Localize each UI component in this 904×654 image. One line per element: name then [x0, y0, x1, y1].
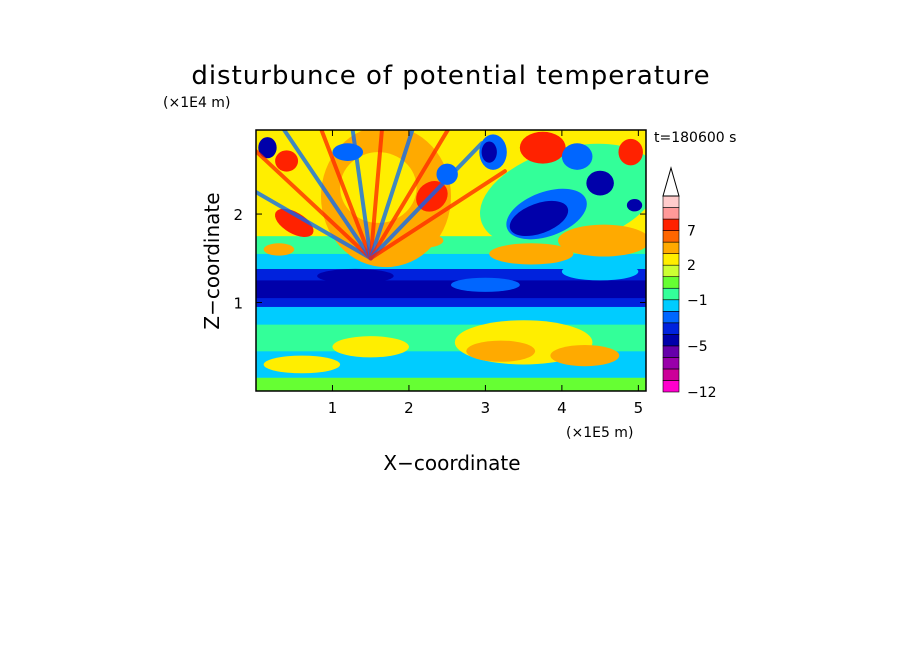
- wave-streak: [256, 189, 373, 261]
- contour-blob: [558, 224, 646, 257]
- colorbar-segment: [662, 310, 680, 324]
- colorbar: 7 2 −1 −5 −12: [662, 166, 717, 401]
- contour-blob: [466, 340, 536, 362]
- colorbar-segment: [662, 334, 680, 347]
- wave-streak: [368, 169, 507, 261]
- contour-blob: [258, 137, 277, 159]
- contour-blob: [275, 150, 299, 172]
- colorbar-segment: [662, 380, 680, 393]
- contour-blob: [317, 268, 394, 284]
- contour-blob: [586, 170, 614, 196]
- colorbar-segment: [662, 276, 680, 289]
- contour-blob: [519, 131, 566, 164]
- contour-field: [256, 130, 646, 391]
- colorbar-segment: [662, 195, 680, 208]
- x-tick-label: 2: [404, 399, 414, 417]
- contour-blob: [561, 143, 593, 170]
- contour-blob: [626, 199, 643, 212]
- plot-frame: [255, 129, 647, 392]
- contour-band: [256, 377, 646, 391]
- contour-band: [256, 302, 646, 325]
- wave-streak: [368, 130, 384, 261]
- contour-blob: [561, 262, 639, 281]
- colorbar-segment: [662, 253, 680, 266]
- colorbar-segment: [662, 357, 680, 370]
- colorbar-segment: [662, 368, 680, 381]
- contour-blob: [489, 243, 574, 265]
- wave-streak: [368, 130, 451, 261]
- contour-blob: [274, 208, 314, 238]
- colorbar-segment: [662, 241, 680, 254]
- x-tick-label: 5: [634, 399, 644, 417]
- wave-streak: [350, 130, 373, 261]
- y-axis-label: Z−coordinate: [200, 192, 224, 329]
- colorbar-label: −12: [687, 385, 717, 401]
- y-axis: 12: [233, 206, 646, 313]
- x-tick-label: 3: [481, 399, 491, 417]
- y-tick-label: 2: [233, 206, 243, 224]
- contour-blob: [405, 233, 444, 248]
- colorbar-label: 7: [687, 224, 696, 240]
- colorbar-segment: [662, 218, 680, 231]
- x-axis-label: X−coordinate: [383, 451, 520, 475]
- colorbar-segment: [662, 230, 680, 243]
- colorbar-label: 2: [687, 258, 696, 274]
- y-tick-label: 1: [233, 295, 243, 313]
- colorbar-label: −5: [687, 339, 708, 355]
- colorbar-segment: [662, 322, 680, 335]
- contour-blob: [481, 141, 497, 163]
- contour-blob: [263, 243, 295, 256]
- colorbar-segment: [662, 264, 680, 278]
- wave-streak: [256, 148, 373, 261]
- colorbar-segment: [662, 207, 680, 220]
- contour-blob: [550, 344, 620, 367]
- contour-blob: [332, 336, 409, 358]
- y-unit-label: (×1E4 m): [163, 95, 230, 111]
- contour-blob: [509, 200, 569, 237]
- wave-streak: [368, 130, 415, 261]
- contour-blob: [436, 163, 458, 185]
- x-axis: 1 2 3 4 5: [328, 130, 643, 417]
- wave-streak: [368, 141, 484, 261]
- colorbar-extend-arrow: [662, 166, 680, 197]
- time-label: t=180600 s: [654, 130, 736, 146]
- colorbar-segment: [662, 299, 680, 312]
- wave-streak: [319, 130, 373, 261]
- chart-title: disturbunce of potential temperature: [191, 61, 710, 91]
- contour-band: [256, 280, 646, 299]
- contour-blob: [263, 355, 341, 374]
- contour-blob: [451, 277, 520, 292]
- colorbar-segment: [662, 287, 680, 301]
- contour-blob: [618, 138, 643, 166]
- x-unit-label: (×1E5 m): [566, 425, 633, 441]
- x-tick-label: 4: [557, 399, 567, 417]
- x-tick-label: 1: [328, 399, 338, 417]
- colorbar-segment: [662, 345, 680, 358]
- wave-streak: [281, 130, 373, 261]
- colorbar-label: −1: [687, 293, 708, 309]
